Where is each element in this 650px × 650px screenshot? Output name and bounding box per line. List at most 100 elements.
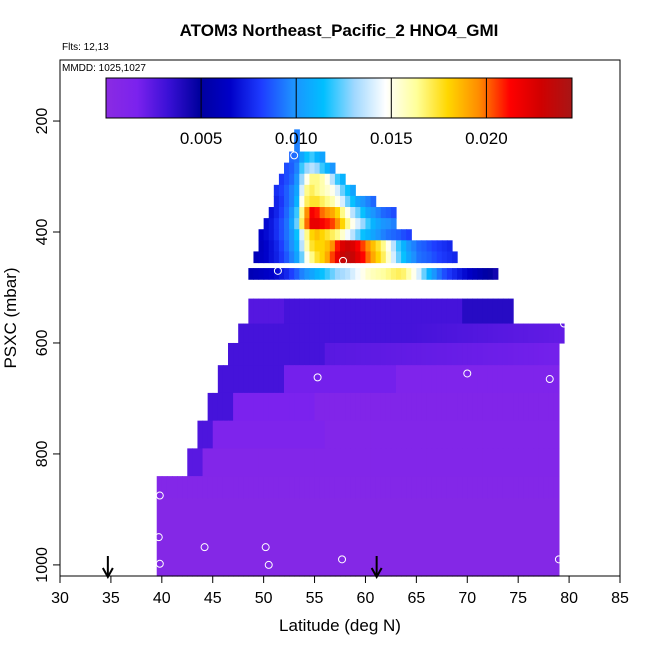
sample-point [200, 543, 209, 552]
heatmap-cell [360, 207, 367, 219]
heatmap-cell [294, 323, 300, 344]
heatmap-cell [289, 218, 295, 230]
sample-point [264, 560, 273, 569]
heatmap-cell [228, 498, 234, 577]
heatmap-cell [436, 323, 443, 344]
heatmap-cell [284, 448, 290, 477]
heatmap-cell [350, 392, 356, 422]
heatmap-cell [487, 498, 494, 577]
heatmap-cell [289, 392, 295, 422]
heatmap-cell [340, 195, 346, 208]
heatmap-cell [523, 392, 529, 422]
heatmap-cell [533, 476, 540, 499]
heatmap-cell [350, 365, 356, 394]
heatmap-cell [345, 251, 351, 264]
heatmap-cell [436, 298, 443, 325]
heatmap-cell [472, 365, 479, 394]
heatmap-cell [538, 323, 545, 344]
heatmap-cell [268, 323, 275, 344]
heatmap-cell [268, 229, 275, 241]
heatmap-cell [497, 476, 504, 499]
heatmap-cell [553, 476, 560, 499]
heatmap-cell [467, 323, 473, 344]
heatmap-cell [380, 229, 387, 241]
heatmap-cell [238, 392, 244, 422]
heatmap-cell [340, 323, 346, 344]
heatmap-cell [319, 476, 326, 499]
heatmap-cell [334, 240, 341, 253]
heatmap-cell [513, 476, 519, 499]
heatmap-cell [416, 342, 423, 366]
heatmap-cell [396, 365, 402, 394]
heatmap-cell [253, 392, 260, 422]
heatmap-cell [217, 392, 224, 422]
heatmap-cell [477, 448, 484, 477]
heatmap-cell [299, 476, 305, 499]
heatmap-cell [345, 476, 351, 499]
heatmap-cell [502, 420, 509, 449]
heatmap-cell [273, 240, 280, 253]
heatmap-cell [309, 323, 316, 344]
heatmap-cell [375, 218, 382, 230]
heatmap-cell [431, 476, 438, 499]
heatmap-cell [543, 420, 550, 449]
heatmap-cell [365, 476, 372, 499]
heatmap-cell [324, 162, 331, 175]
heatmap-cell [360, 392, 367, 422]
heatmap-cell [345, 498, 351, 577]
heatmap-cell [319, 207, 326, 219]
heatmap-cell [523, 498, 529, 577]
heatmap-cell [396, 498, 402, 577]
heatmap-cell [411, 240, 417, 253]
heatmap-cell [334, 476, 341, 499]
heatmap-cell [278, 229, 285, 241]
heatmap-cell [273, 323, 280, 344]
heatmap-cell [426, 240, 433, 253]
heatmap-cell [294, 207, 300, 219]
heatmap-cell [294, 173, 300, 186]
heatmap-cell [324, 240, 331, 253]
heatmap-cell [472, 448, 479, 477]
heatmap-cell [472, 392, 479, 422]
heatmap-cell [350, 268, 356, 280]
heatmap-cell [477, 342, 484, 366]
heatmap-cell [304, 420, 311, 449]
heatmap-cell [304, 184, 311, 197]
heatmap-cell [228, 365, 234, 394]
heatmap-cell [370, 229, 377, 241]
heatmap-cell [284, 251, 290, 264]
heatmap-cell [248, 498, 255, 577]
heatmap-cell [161, 498, 168, 577]
heatmap-cell [477, 298, 484, 325]
heatmap-cell [299, 162, 305, 175]
heatmap-cell [334, 218, 341, 230]
heatmap-cell [294, 342, 300, 366]
heatmap-cell [533, 323, 540, 344]
heatmap-cell [345, 195, 351, 208]
heatmap-cell [248, 323, 255, 344]
sample-point [560, 319, 568, 328]
heatmap-cell [334, 448, 341, 477]
heatmap-cell [289, 151, 295, 164]
heatmap-cell [390, 498, 397, 577]
heatmap-cell [538, 365, 545, 394]
heatmap-cell [324, 498, 331, 577]
heatmap-cell [304, 162, 311, 175]
heatmap-cell [436, 448, 443, 477]
heatmap-cell [421, 323, 428, 344]
heatmap-cell [411, 365, 417, 394]
heatmap-cell [345, 207, 351, 219]
heatmap-cell [314, 195, 321, 208]
heatmap-cell [426, 268, 433, 280]
heatmap-cell [278, 342, 285, 366]
heatmap-cell [462, 342, 468, 366]
heatmap-cell [370, 323, 377, 344]
heatmap-cell [370, 195, 377, 208]
heatmap-cell [263, 240, 270, 253]
heatmap-cell [467, 448, 473, 477]
heatmap-cell [177, 498, 183, 577]
sample-point [261, 543, 270, 552]
x-tick-label: 50 [255, 590, 273, 607]
heatmap-cell [268, 251, 275, 264]
heatmap-cell [528, 476, 535, 499]
